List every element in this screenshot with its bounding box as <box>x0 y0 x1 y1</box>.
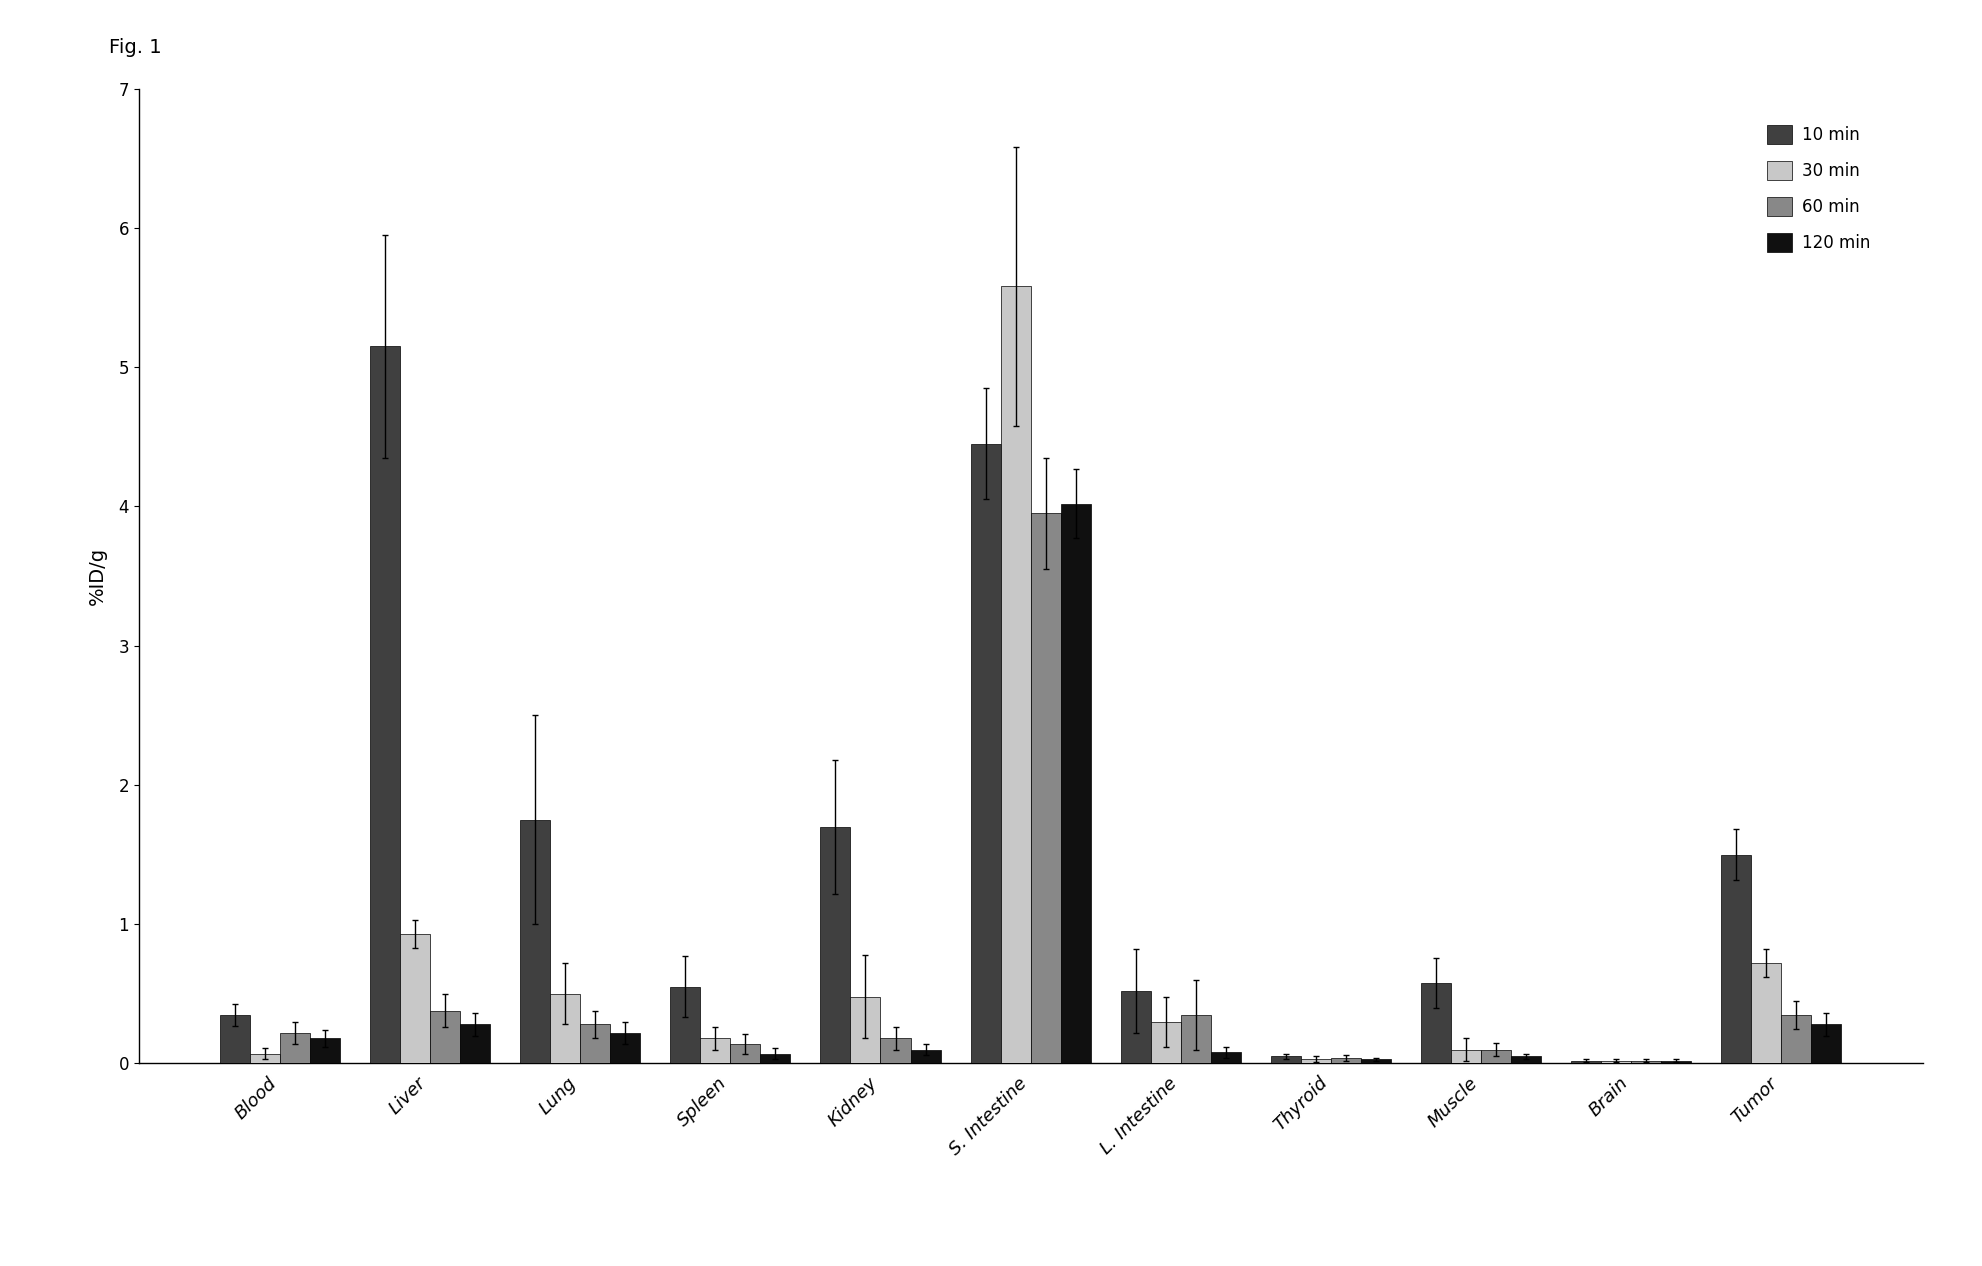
Bar <box>519 820 551 1063</box>
Bar <box>761 1053 791 1063</box>
Bar <box>1812 1024 1841 1063</box>
Bar <box>279 1033 309 1063</box>
Bar <box>1481 1050 1510 1063</box>
Bar <box>1211 1052 1241 1063</box>
Bar <box>670 987 700 1063</box>
Bar <box>1152 1022 1181 1063</box>
Bar <box>1300 1060 1332 1063</box>
Bar <box>1782 1015 1812 1063</box>
Text: Fig. 1: Fig. 1 <box>109 38 163 57</box>
Bar <box>1031 514 1060 1063</box>
Bar <box>371 346 400 1063</box>
Bar <box>1572 1061 1601 1063</box>
Bar <box>1510 1056 1542 1063</box>
Bar <box>971 443 1001 1063</box>
Bar <box>700 1038 729 1063</box>
Y-axis label: %ID/g: %ID/g <box>89 547 107 605</box>
Bar <box>1421 982 1451 1063</box>
Bar <box>910 1050 941 1063</box>
Bar <box>581 1024 610 1063</box>
Bar <box>880 1038 910 1063</box>
Bar <box>551 994 581 1063</box>
Bar <box>1120 991 1152 1063</box>
Bar <box>1720 855 1752 1063</box>
Bar <box>1060 504 1090 1063</box>
Bar <box>460 1024 490 1063</box>
Bar <box>309 1038 341 1063</box>
Legend: 10 min, 30 min, 60 min, 120 min: 10 min, 30 min, 60 min, 120 min <box>1758 116 1879 260</box>
Bar <box>1270 1056 1300 1063</box>
Bar <box>1332 1058 1362 1063</box>
Bar <box>1362 1060 1391 1063</box>
Bar <box>400 934 430 1063</box>
Bar <box>729 1044 761 1063</box>
Bar <box>1451 1050 1481 1063</box>
Bar <box>1601 1061 1631 1063</box>
Bar <box>1752 963 1782 1063</box>
Bar <box>1181 1015 1211 1063</box>
Bar <box>850 996 880 1063</box>
Bar <box>1001 286 1031 1063</box>
Bar <box>430 1010 460 1063</box>
Bar <box>220 1015 250 1063</box>
Bar <box>1661 1061 1691 1063</box>
Bar <box>1631 1061 1661 1063</box>
Bar <box>821 827 850 1063</box>
Bar <box>250 1053 279 1063</box>
Bar <box>610 1033 640 1063</box>
